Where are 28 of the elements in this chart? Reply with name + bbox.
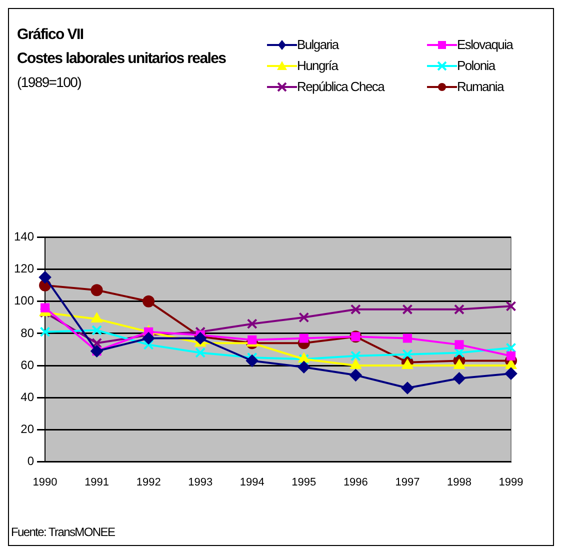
legend-label: Eslovaquia [457, 37, 513, 52]
legend-label: República Checa [297, 79, 384, 94]
y-tick-label: 140 [14, 230, 34, 244]
x-tick-label: 1996 [343, 476, 368, 488]
x-tick-label: 1991 [84, 476, 110, 488]
source-note: Fuente: TransMONEE [11, 525, 115, 539]
x-tick-label: 1995 [292, 476, 316, 488]
legend-label: Hungría [297, 58, 338, 73]
y-tick-label: 80 [20, 326, 34, 340]
x-tick-label: 1993 [188, 476, 213, 488]
legend-label: Rumania [457, 79, 504, 94]
x-tick-label: 1994 [240, 476, 264, 488]
legend-label: Polonia [457, 58, 495, 73]
y-tick-label: 40 [20, 390, 34, 404]
chart-title: Gráfico VII [17, 25, 84, 45]
text: (1989=100) [17, 73, 82, 92]
x-tick-label: 1992 [136, 476, 161, 488]
y-tick-label: 120 [14, 262, 34, 276]
x-tick-label: 1998 [446, 476, 472, 488]
y-tick-label: 100 [14, 294, 34, 308]
y-tick-label: 20 [20, 422, 34, 436]
y-tick-label: 0 [27, 454, 34, 468]
x-tick-label: 1999 [498, 476, 524, 488]
y-tick-label: 60 [20, 358, 34, 372]
x-tick-label: 1997 [395, 476, 420, 488]
chart-subtitle: Costes laborales unitarios reales [17, 49, 226, 69]
x-tick-label: 1990 [32, 476, 58, 488]
legend-label: Bulgaria [297, 37, 338, 52]
